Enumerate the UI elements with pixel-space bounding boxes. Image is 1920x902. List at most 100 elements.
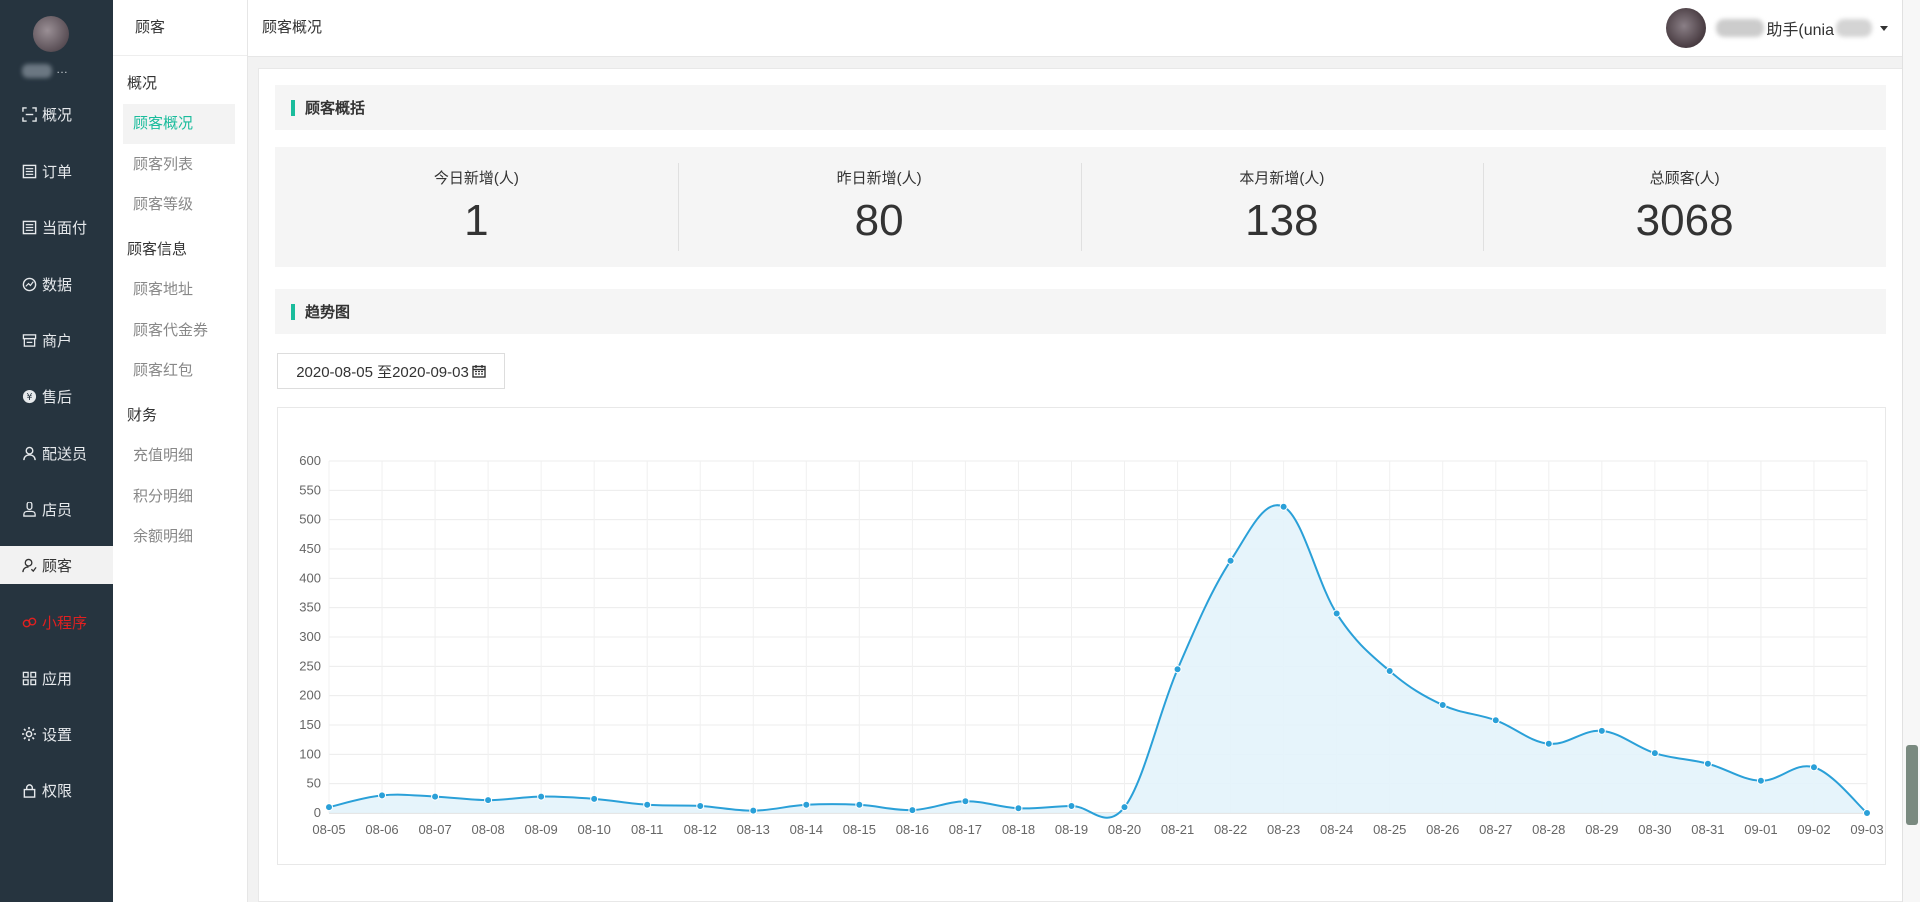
subnav-item-customer-list[interactable]: 顾客列表 bbox=[133, 156, 194, 173]
x-tick-label: 08-22 bbox=[1214, 822, 1247, 837]
subnav-group-finance: 财务 bbox=[127, 407, 158, 424]
x-tick-label: 08-31 bbox=[1691, 822, 1724, 837]
sidebar-item-facepay[interactable]: 当面付 bbox=[0, 208, 113, 246]
avatar[interactable] bbox=[33, 16, 69, 52]
sidebar-item-label: 商户 bbox=[42, 332, 73, 350]
data-point bbox=[1756, 776, 1765, 785]
data-point bbox=[1491, 716, 1500, 725]
sidebar-item-label: 顾客 bbox=[42, 557, 73, 575]
data-point bbox=[908, 806, 917, 815]
main-content: 顾客概括 今日新增(人) 1 昨日新增(人) 80 本月新增(人) 138 总顾… bbox=[258, 68, 1906, 902]
sidebar-item-label: 概况 bbox=[42, 106, 73, 124]
date-range-text: 2020-08-05 至2020-09-03 bbox=[296, 363, 469, 381]
sidebar-item-merchant[interactable]: 商户 bbox=[0, 321, 113, 359]
subnav-item-customer-overview[interactable]: 顾客概况 bbox=[123, 104, 235, 144]
data-point bbox=[802, 800, 811, 809]
data-point bbox=[643, 800, 652, 809]
sidebar-item-customer[interactable]: 顾客 bbox=[0, 546, 113, 584]
data-point bbox=[1438, 701, 1447, 710]
x-tick-label: 08-26 bbox=[1426, 822, 1459, 837]
y-tick-label: 200 bbox=[299, 688, 321, 703]
sidebar-item-miniprogram[interactable]: 小程序 bbox=[0, 603, 113, 641]
sub-sidebar: 顾客 概况 顾客概况 顾客列表 顾客等级 顾客信息 顾客地址 顾客代金券 顾客红… bbox=[113, 0, 248, 902]
user-menu[interactable]: 助手(unia bbox=[1666, 8, 1888, 48]
sidebar-item-label: 数据 bbox=[42, 276, 73, 294]
data-point bbox=[1809, 763, 1818, 772]
y-tick-label: 500 bbox=[299, 512, 321, 527]
scrollbar[interactable] bbox=[1902, 0, 1920, 902]
accent-bar bbox=[291, 303, 295, 320]
data-point bbox=[484, 796, 493, 805]
list-icon bbox=[20, 218, 38, 236]
stat-label: 总顾客(人) bbox=[1649, 170, 1720, 187]
sidebar-item-permission[interactable]: 权限 bbox=[0, 771, 113, 809]
subnav-item-recharge[interactable]: 充值明细 bbox=[133, 447, 194, 464]
y-tick-label: 100 bbox=[299, 746, 321, 761]
lock-icon bbox=[20, 781, 38, 799]
sidebar-item-aftersale[interactable]: ¥ 售后 bbox=[0, 377, 113, 415]
y-tick-label: 150 bbox=[299, 717, 321, 732]
x-tick-label: 08-20 bbox=[1108, 822, 1141, 837]
data-point bbox=[1226, 556, 1235, 565]
data-point bbox=[378, 791, 387, 800]
trend-section-header: 趋势图 bbox=[275, 289, 1886, 334]
subnav-item-balance[interactable]: 余额明细 bbox=[133, 528, 194, 545]
svg-text:¥: ¥ bbox=[26, 391, 32, 402]
subnav-item-customer-voucher[interactable]: 顾客代金券 bbox=[133, 322, 209, 339]
data-point bbox=[537, 792, 546, 801]
section-title: 趋势图 bbox=[305, 304, 351, 321]
sidebar-item-courier[interactable]: 配送员 bbox=[0, 434, 113, 472]
subnav-item-points[interactable]: 积分明细 bbox=[133, 488, 194, 505]
sidebar-item-overview[interactable]: 概况 bbox=[0, 95, 113, 133]
x-tick-label: 08-15 bbox=[843, 822, 876, 837]
data-point bbox=[1597, 726, 1606, 735]
x-tick-label: 09-02 bbox=[1797, 822, 1830, 837]
sidebar-username: … bbox=[22, 62, 92, 80]
x-tick-label: 08-07 bbox=[418, 822, 451, 837]
subnav-item-customer-redpacket[interactable]: 顾客红包 bbox=[133, 362, 194, 379]
sidebar-item-label: 售后 bbox=[42, 388, 73, 406]
main-sidebar: … 概况 订单 当面付 数据 商户 ¥ 售后 配送员 店员 顾客 小程序 bbox=[0, 0, 113, 902]
sidebar-item-label: 设置 bbox=[42, 726, 73, 744]
calendar-icon bbox=[472, 364, 486, 378]
series-area bbox=[329, 505, 1867, 818]
date-range-picker[interactable]: 2020-08-05 至2020-09-03 bbox=[277, 353, 505, 389]
data-point bbox=[1332, 609, 1341, 618]
sidebar-item-orders[interactable]: 订单 bbox=[0, 152, 113, 190]
store-icon bbox=[20, 331, 38, 349]
subnav-group-overview: 概况 bbox=[127, 75, 158, 92]
x-tick-label: 08-25 bbox=[1373, 822, 1406, 837]
trend-chart-svg: 0 50 100 150 200 250 300 350 400 450 500 550 600 08-0… bbox=[299, 453, 1883, 837]
section-title: 顾客概括 bbox=[305, 100, 366, 117]
subnav-item-customer-address[interactable]: 顾客地址 bbox=[133, 281, 194, 298]
subnav-item-customer-level[interactable]: 顾客等级 bbox=[133, 196, 194, 213]
user-icon bbox=[20, 444, 38, 462]
user-name: 助手(unia bbox=[1766, 22, 1834, 39]
x-tick-label: 08-24 bbox=[1320, 822, 1353, 837]
accent-bar bbox=[291, 99, 295, 116]
stat-total: 总顾客(人) 3068 bbox=[1483, 147, 1886, 267]
y-tick-label: 0 bbox=[314, 805, 321, 820]
list-icon bbox=[20, 162, 38, 180]
data-point bbox=[325, 803, 333, 812]
sidebar-item-clerk[interactable]: 店员 bbox=[0, 490, 113, 528]
x-tick-label: 08-13 bbox=[737, 822, 770, 837]
sidebar-item-label: 当面付 bbox=[42, 219, 88, 237]
user-outline-icon bbox=[20, 500, 38, 518]
redacted-text bbox=[1836, 19, 1872, 37]
x-tick-label: 08-17 bbox=[949, 822, 982, 837]
sidebar-item-apps[interactable]: 应用 bbox=[0, 659, 113, 697]
data-point bbox=[1279, 502, 1288, 511]
x-tick-label: 08-29 bbox=[1585, 822, 1618, 837]
sidebar-item-label: 订单 bbox=[42, 163, 73, 181]
stat-value: 1 bbox=[464, 196, 489, 245]
scrollbar-thumb[interactable] bbox=[1906, 745, 1918, 825]
y-tick-label: 400 bbox=[299, 570, 321, 585]
stat-month: 本月新增(人) 138 bbox=[1080, 147, 1484, 267]
sidebar-item-settings[interactable]: 设置 bbox=[0, 715, 113, 753]
data-point bbox=[1385, 667, 1394, 676]
summary-section-header: 顾客概括 bbox=[275, 85, 1886, 130]
data-point bbox=[1650, 749, 1659, 758]
data-point bbox=[1120, 803, 1129, 812]
sidebar-item-data[interactable]: 数据 bbox=[0, 265, 113, 303]
